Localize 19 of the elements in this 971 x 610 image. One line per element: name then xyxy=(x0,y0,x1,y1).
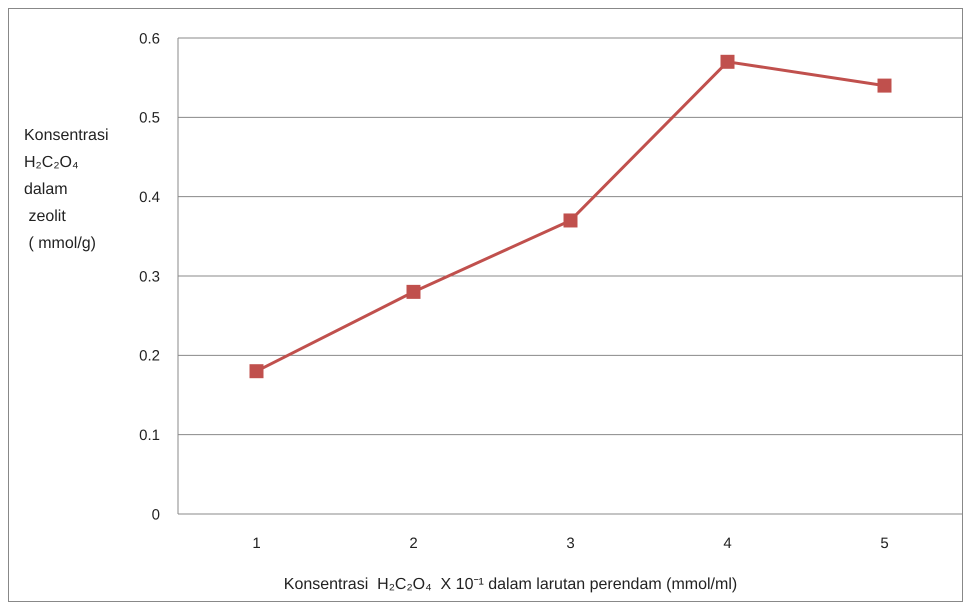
point xyxy=(564,213,578,228)
y-tick-label: 0.5 xyxy=(139,110,160,127)
point xyxy=(720,54,734,69)
x-axis-title: Konsentrasi H₂C₂O₄ X 10⁻¹ dalam larutan perendam (mmol/ml) xyxy=(284,576,738,593)
point xyxy=(878,78,892,93)
y-tick-label: 0.1 xyxy=(139,426,160,444)
x-tick-label: 1 xyxy=(252,535,261,552)
x-tick-label: 3 xyxy=(566,535,575,552)
y-axis-title: Konsentrasi H₂C₂O₄ dalam zeolit ( mmol/g) xyxy=(24,127,108,252)
x-tick-label: 5 xyxy=(880,535,889,552)
y-tick-label: 0.2 xyxy=(139,348,160,365)
point xyxy=(406,284,420,299)
x-tick-label: 2 xyxy=(409,535,418,552)
y-tick-label: 0.3 xyxy=(139,268,160,286)
y-tick-label: 0.4 xyxy=(139,188,160,206)
point xyxy=(250,364,264,378)
x-tick-label: 4 xyxy=(723,535,732,552)
y-tick-label: 0 xyxy=(152,506,160,524)
y-tick-label: 0.6 xyxy=(139,30,160,48)
